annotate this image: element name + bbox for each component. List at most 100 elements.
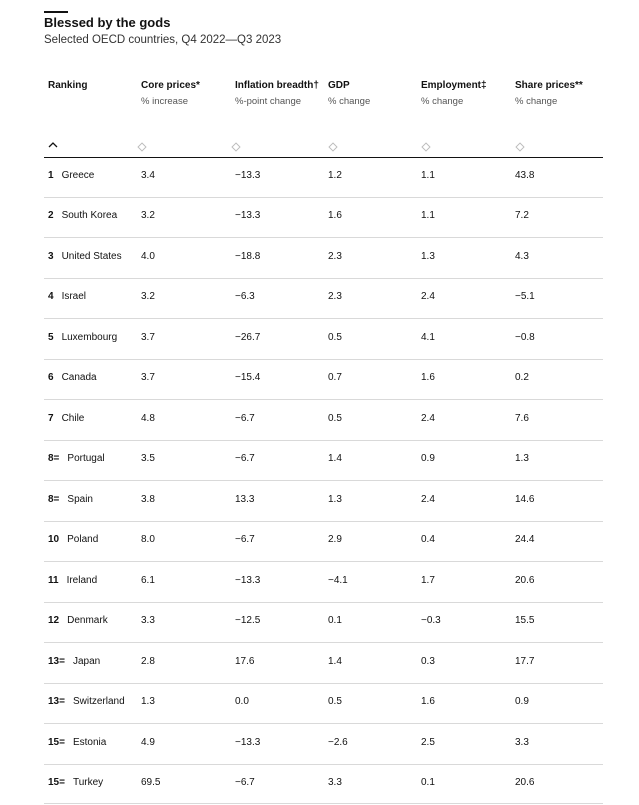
rank-cell: 10 Poland <box>48 534 98 546</box>
value-cell: 4.9 <box>141 736 155 748</box>
value-cell: −0.3 <box>421 615 441 627</box>
sort-icon[interactable] <box>231 142 241 152</box>
rank: 2 <box>48 210 54 222</box>
rank-cell: 13= Switzerland <box>48 696 125 708</box>
rank-cell: 2 South Korea <box>48 210 117 222</box>
country: Switzerland <box>72 696 125 708</box>
value-cell: 1.3 <box>515 453 529 465</box>
value-cell: 7.2 <box>515 210 529 222</box>
value-cell: 0.3 <box>421 655 435 667</box>
country: Greece <box>61 170 95 181</box>
rank-cell: 5 Luxembourg <box>48 332 117 344</box>
country: Denmark <box>67 615 108 627</box>
rank-cell: 15= Turkey <box>48 777 103 789</box>
value-cell: 0.9 <box>421 453 435 465</box>
row-divider <box>44 601 603 603</box>
column-header: Employment‡ <box>421 80 487 91</box>
sort-icon[interactable] <box>515 142 525 152</box>
value-cell: 1.3 <box>328 493 342 505</box>
value-cell: 4.1 <box>421 331 435 343</box>
value-cell: −2.6 <box>328 736 348 748</box>
value-cell: −12.5 <box>235 615 261 627</box>
row-divider <box>44 439 603 441</box>
column-header: Ranking <box>48 80 88 91</box>
value-cell: 3.3 <box>141 615 155 627</box>
value-cell: −0.8 <box>515 331 535 343</box>
title: Blessed by the gods <box>44 15 171 30</box>
value-cell: 0.1 <box>328 615 342 627</box>
country: Japan <box>72 655 101 667</box>
row-divider <box>44 682 603 684</box>
value-cell: 1.6 <box>328 210 342 222</box>
value-cell: 3.2 <box>141 291 155 303</box>
value-cell: 4.3 <box>515 250 529 262</box>
rank: 12 <box>48 615 60 627</box>
value-cell: 3.7 <box>141 372 155 384</box>
value-cell: −13.3 <box>235 170 261 181</box>
rank: 5 <box>48 331 54 343</box>
country: Turkey <box>72 777 104 789</box>
value-cell: 17.6 <box>235 655 255 667</box>
column-header: GDP <box>328 80 350 91</box>
value-cell: 4.8 <box>141 412 155 424</box>
value-cell: 0.7 <box>328 372 342 384</box>
value-cell: 3.2 <box>141 210 155 222</box>
value-cell: −26.7 <box>235 331 261 343</box>
row-divider <box>44 197 603 198</box>
rank: 6 <box>48 372 54 384</box>
sort-icon[interactable] <box>421 142 431 152</box>
value-cell: 1.6 <box>421 696 435 708</box>
value-cell: −6.3 <box>235 291 255 303</box>
rank-cell: 8= Spain <box>48 494 93 506</box>
row-divider <box>44 277 603 279</box>
rank-cell: 3 United States <box>48 251 122 263</box>
value-cell: −15.4 <box>235 372 261 384</box>
rank-cell: 4 Israel <box>48 291 86 303</box>
row-divider <box>44 480 603 482</box>
value-cell: 3.3 <box>328 777 342 789</box>
sort-up[interactable] <box>48 142 58 148</box>
rank: 8= <box>48 493 60 505</box>
row-divider <box>44 399 603 401</box>
rank: 1 <box>48 170 54 181</box>
country: Chile <box>61 412 85 424</box>
row-divider <box>44 358 603 360</box>
country: Luxembourg <box>61 331 118 343</box>
value-cell: 20.6 <box>515 574 535 586</box>
value-cell: 17.7 <box>515 655 535 667</box>
value-cell: 3.8 <box>141 493 155 505</box>
rank: 15= <box>48 736 65 748</box>
country: United States <box>61 250 122 262</box>
value-cell: 1.4 <box>328 453 342 465</box>
value-cell: 2.4 <box>421 291 435 303</box>
rank: 8= <box>48 453 60 465</box>
rank-cell: 11 Ireland <box>48 575 97 587</box>
value-cell: 0.1 <box>421 777 435 789</box>
value-cell: −18.8 <box>235 250 261 262</box>
value-cell: 6.1 <box>141 574 155 586</box>
rank: 15= <box>48 777 65 789</box>
value-cell: 1.4 <box>328 655 342 667</box>
value-cell: −5.1 <box>515 291 535 303</box>
row-divider <box>44 642 603 644</box>
value-cell: 0.0 <box>235 696 249 708</box>
value-cell: 20.6 <box>515 777 535 789</box>
top-rule <box>44 11 68 13</box>
value-cell: 3.4 <box>141 170 155 181</box>
value-cell: −13.3 <box>235 574 261 586</box>
rank-cell: 6 Canada <box>48 372 97 384</box>
column-unit: %-point change <box>235 96 302 107</box>
value-cell: 2.3 <box>328 250 342 262</box>
country: Israel <box>61 291 87 303</box>
value-cell: 2.4 <box>421 412 435 424</box>
column-header: Core prices* <box>141 80 200 91</box>
value-cell: 3.5 <box>141 453 155 465</box>
value-cell: 1.6 <box>421 372 435 384</box>
country: Portugal <box>67 453 105 465</box>
value-cell: 43.8 <box>515 170 535 181</box>
column-unit: % change <box>421 96 464 107</box>
value-cell: −6.7 <box>235 534 255 546</box>
sort-icon[interactable] <box>328 142 338 152</box>
value-cell: 0.5 <box>328 696 342 708</box>
sort-icon[interactable] <box>137 142 147 152</box>
